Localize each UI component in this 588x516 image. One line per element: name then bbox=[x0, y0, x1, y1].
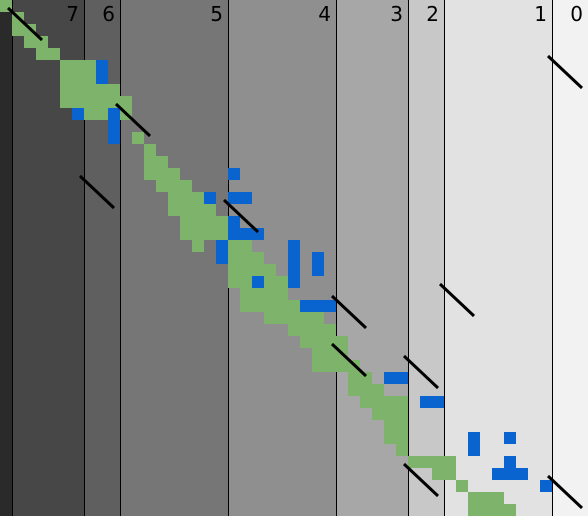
blue-cell bbox=[228, 192, 252, 204]
blue-cell bbox=[384, 372, 408, 384]
blue-cell bbox=[420, 396, 444, 408]
diagonal-marker bbox=[546, 474, 584, 510]
green-cell bbox=[12, 12, 24, 36]
blue-cell bbox=[108, 108, 120, 144]
diagonal-marker bbox=[546, 54, 584, 90]
blue-cell bbox=[504, 456, 516, 468]
green-cell bbox=[36, 36, 48, 60]
green-cell bbox=[408, 456, 420, 468]
blue-cell bbox=[216, 252, 228, 264]
green-cell bbox=[204, 204, 216, 240]
band-label-7: 7 bbox=[66, 2, 79, 26]
green-cell bbox=[276, 276, 288, 324]
band-label-3: 3 bbox=[390, 2, 403, 26]
green-cell bbox=[216, 216, 228, 240]
diagonal-marker bbox=[330, 294, 368, 330]
green-cell bbox=[60, 60, 72, 108]
band-label-4: 4 bbox=[318, 2, 331, 26]
green-cell bbox=[456, 480, 468, 492]
green-cell bbox=[324, 324, 336, 372]
band-1 bbox=[444, 0, 552, 516]
marker-layer bbox=[6, 6, 584, 510]
blue-cell bbox=[216, 240, 228, 252]
blue-cell bbox=[228, 228, 264, 240]
green-cell bbox=[492, 492, 504, 516]
green-cell bbox=[156, 156, 168, 192]
blue-cell bbox=[288, 252, 300, 288]
green-cell bbox=[360, 372, 372, 408]
green-cell bbox=[180, 180, 192, 240]
diagonal-marker bbox=[222, 198, 260, 234]
green-cell bbox=[192, 192, 204, 252]
blue-cell bbox=[228, 216, 240, 228]
band-5 bbox=[120, 0, 228, 516]
green-cell bbox=[420, 456, 432, 468]
green-cell bbox=[312, 312, 324, 372]
band-label-2: 2 bbox=[426, 2, 439, 26]
blue-cell bbox=[228, 168, 240, 180]
diagonal-marker bbox=[330, 342, 368, 378]
green-cell bbox=[120, 96, 132, 120]
diagonal-marker bbox=[6, 6, 44, 42]
green-cell bbox=[240, 240, 252, 312]
green-cell bbox=[372, 384, 384, 420]
band-2 bbox=[408, 0, 444, 516]
green-cell bbox=[504, 504, 516, 516]
band-label-0: 0 bbox=[570, 2, 583, 26]
diagonal-marker bbox=[402, 462, 440, 498]
green-cell bbox=[48, 48, 60, 60]
blue-cell bbox=[204, 192, 216, 204]
band-label-1: 1 bbox=[534, 2, 547, 26]
diagonal-marker bbox=[402, 354, 440, 390]
green-cell bbox=[72, 60, 84, 108]
green-cell bbox=[396, 396, 408, 456]
blue-cell bbox=[300, 300, 336, 312]
blue-cell bbox=[540, 480, 552, 492]
blue-cell bbox=[504, 432, 516, 444]
blue-cell bbox=[492, 468, 528, 480]
green-cell bbox=[132, 132, 144, 144]
green-cell bbox=[168, 168, 180, 216]
band-label-5: 5 bbox=[210, 2, 223, 26]
diagonal-marker bbox=[114, 102, 152, 138]
green-cell bbox=[144, 144, 156, 180]
green-cell bbox=[264, 264, 276, 324]
green-cell bbox=[468, 492, 480, 516]
blue-cell bbox=[468, 432, 480, 456]
band-label-6: 6 bbox=[102, 2, 115, 26]
separator-layer bbox=[12, 0, 553, 516]
diagonal-marker bbox=[438, 282, 476, 318]
blue-cell bbox=[288, 240, 300, 252]
blue-cell bbox=[312, 252, 324, 276]
green-cell bbox=[84, 60, 96, 120]
green-cell bbox=[384, 396, 396, 444]
blue-cell bbox=[252, 276, 264, 288]
band-edge bbox=[0, 0, 12, 516]
blue-cell bbox=[72, 108, 84, 120]
green-cell bbox=[444, 456, 456, 480]
green-cell bbox=[432, 456, 444, 480]
diagonal-marker bbox=[78, 174, 116, 210]
green-cell bbox=[288, 300, 300, 336]
blue-cell bbox=[96, 60, 108, 84]
green-cell bbox=[228, 228, 240, 288]
green-cell bbox=[480, 492, 492, 516]
